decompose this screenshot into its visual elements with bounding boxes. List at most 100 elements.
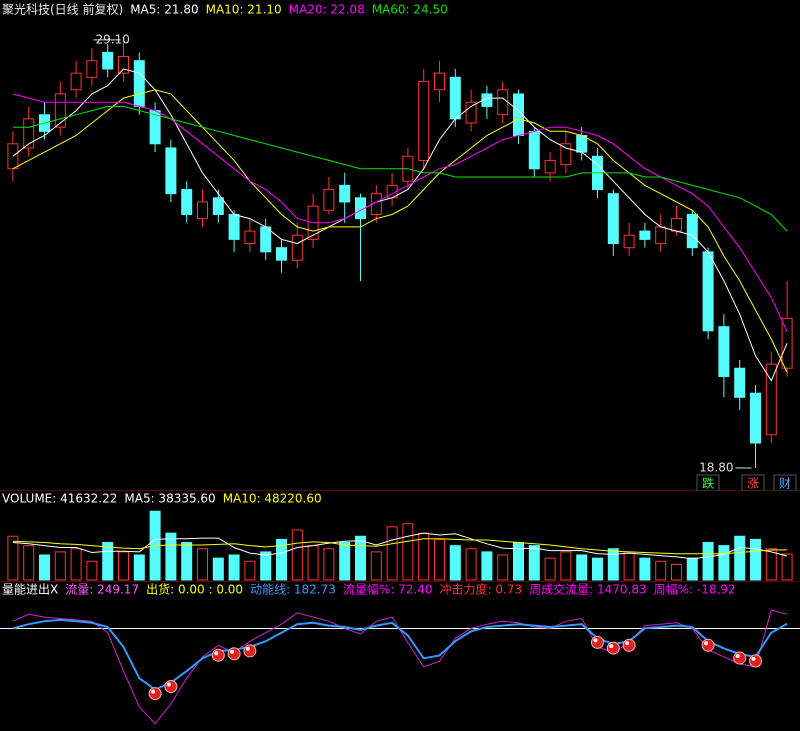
header-item: 出货: 0.00 : 0.00 — [146, 582, 243, 597]
volume-bar — [449, 545, 461, 581]
candle-body — [497, 89, 509, 116]
volume-bar — [702, 542, 714, 581]
candle-body — [54, 93, 66, 128]
candle-body — [718, 326, 730, 378]
candle-body — [70, 72, 82, 91]
volume-bar — [418, 532, 430, 581]
header-item: MA5: 38335.60 — [124, 492, 215, 506]
candle-body — [686, 213, 698, 249]
header-bg — [0, 491, 800, 507]
signal-shine — [593, 638, 598, 643]
candle-body — [197, 201, 208, 220]
volume-bar — [355, 535, 366, 581]
volume-bar — [781, 553, 793, 581]
candle-body — [750, 392, 761, 444]
signal-shine — [609, 644, 614, 649]
volume-bar — [133, 554, 145, 581]
header-bg — [0, 2, 800, 18]
header-bg — [0, 582, 800, 598]
candle-body — [276, 247, 287, 261]
volume-bar — [102, 542, 114, 581]
tab-label[interactable]: 财 — [779, 477, 791, 491]
header-item: MA20: 22.08 — [289, 3, 365, 17]
header-item: 周成交流量: 1470.83 — [529, 582, 646, 597]
signal-shine — [751, 656, 756, 661]
header-item: 量能进出X — [2, 583, 58, 597]
signal-shine — [735, 654, 740, 659]
tab-label[interactable]: 跌 — [702, 476, 714, 491]
candle-body — [102, 51, 114, 70]
signal-ball — [749, 654, 762, 668]
candle-body — [655, 226, 667, 245]
volume-bar — [212, 557, 224, 581]
volume-bar — [370, 551, 382, 581]
volume-bar — [39, 554, 50, 581]
candle-body — [291, 234, 303, 261]
header-item: 周幅%: -18.92 — [654, 582, 736, 597]
line-series — [12, 105, 788, 232]
high-label: 29.10 — [96, 32, 130, 46]
candle-body — [165, 147, 177, 195]
signal-ball — [148, 687, 162, 701]
volume-bar — [765, 548, 777, 581]
candle-body — [481, 93, 493, 107]
candle-body — [781, 317, 793, 369]
header-item: VOLUME: 41632.22 — [2, 492, 117, 506]
candle-body — [228, 213, 240, 240]
volume-bar — [465, 548, 477, 581]
volume-bar — [671, 563, 682, 581]
volume-bar — [244, 560, 256, 581]
line-series — [12, 68, 788, 382]
signal-shine — [704, 641, 709, 646]
signal-ball — [606, 641, 620, 655]
signal-ball — [211, 648, 225, 662]
signal-shine — [151, 689, 156, 694]
volume-bar — [165, 532, 177, 581]
signal-ball — [733, 651, 747, 665]
volume-bar — [513, 542, 524, 581]
candle-body — [339, 184, 351, 203]
volume-bar — [70, 548, 82, 581]
volume-bar — [197, 548, 208, 581]
header-item: MA5: 21.80 — [130, 3, 198, 17]
volume-bar — [118, 551, 129, 581]
volume-bar — [7, 535, 19, 581]
volume-bar — [718, 545, 730, 581]
signal-ball — [701, 638, 715, 652]
volume-bar — [686, 557, 698, 581]
candle-body — [323, 189, 335, 211]
volume-bar — [260, 551, 272, 581]
header-item: 流量幅%: 72.40 — [343, 582, 433, 597]
candle-body — [418, 80, 430, 161]
volume-bar — [544, 557, 556, 581]
volume-bar — [560, 551, 572, 581]
line-series — [12, 532, 788, 560]
volume-bar — [639, 557, 651, 581]
volume-bar — [402, 523, 414, 581]
candle-body — [623, 234, 635, 249]
candle-body — [434, 72, 445, 91]
volume-bar — [655, 560, 667, 581]
volume-bar — [734, 535, 746, 581]
candle-body — [560, 143, 572, 166]
header-item: 动能线: 182.73 — [250, 583, 336, 597]
candle-body — [260, 226, 272, 253]
header-item: MA60: 24.50 — [372, 3, 448, 17]
candle-body — [702, 251, 714, 332]
signal-ball — [227, 647, 241, 661]
signal-shine — [214, 651, 219, 656]
signal-ball — [243, 644, 257, 658]
signal-shine — [166, 682, 171, 687]
signal-shine — [230, 649, 235, 654]
header-item: MA10: 21.10 — [206, 3, 282, 17]
volume-bar — [307, 545, 319, 581]
line-series — [12, 89, 788, 373]
tab-label[interactable]: 涨 — [747, 476, 759, 491]
header-item: 流量: 249.17 — [65, 583, 139, 597]
candle-body — [765, 363, 777, 436]
header-item: MA10: 48220.60 — [223, 492, 322, 506]
line-series — [12, 93, 788, 332]
candle-body — [133, 60, 145, 107]
signal-shine — [245, 646, 250, 651]
